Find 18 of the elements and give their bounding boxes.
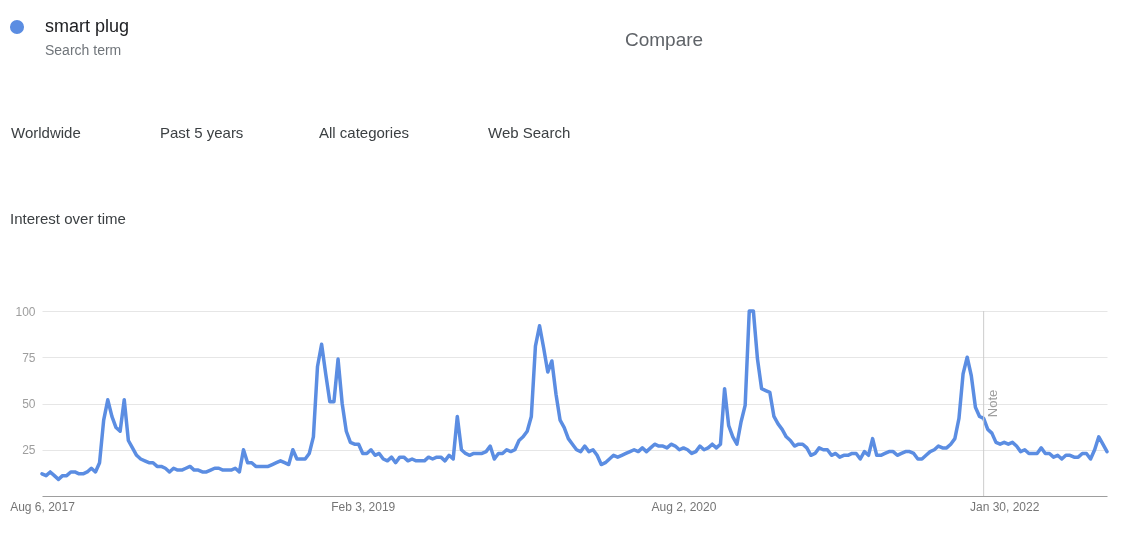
x-tick-label: Jan 30, 2022 [970,499,1040,514]
y-tick-label: 100 [15,304,36,319]
text: All categories [319,124,410,141]
text: Worldwide [11,124,81,141]
chart-title: Interest over time [10,210,126,227]
x-tick-label: Feb 3, 2019 [331,499,396,514]
text: Past 5 years [160,124,244,141]
legend-label: smart plug [45,16,130,36]
y-tick-label: 25 [22,443,36,458]
text: Web Search [488,124,571,141]
text: Compare [625,29,704,50]
y-tick-label: 50 [22,397,36,411]
line-series [40,309,1109,482]
y-tick-label: 75 [22,350,36,365]
x-tick-label: Aug 2, 2020 [651,499,717,514]
text: Search term [45,42,122,58]
x-tick-label: Aug 6, 2017 [10,499,76,514]
ref-line-label: Note [984,389,1000,418]
